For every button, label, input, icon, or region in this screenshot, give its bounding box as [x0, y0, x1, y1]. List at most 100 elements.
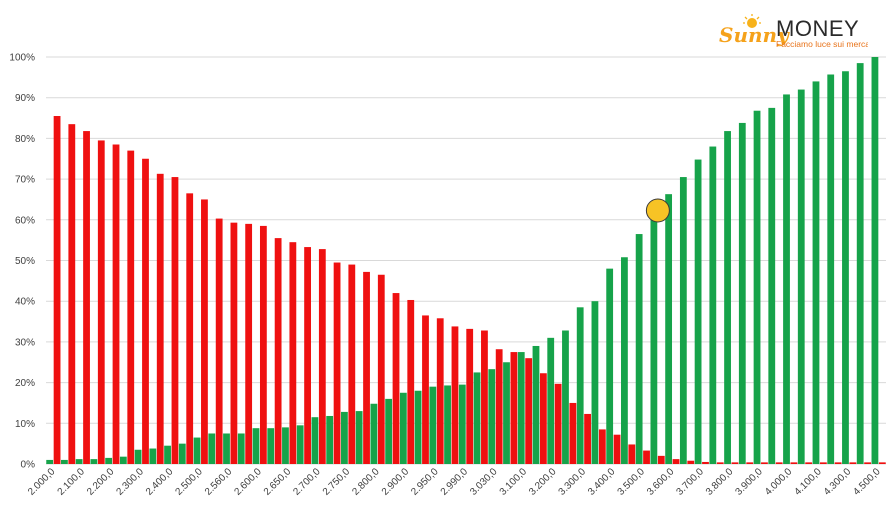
green-bar: [709, 146, 717, 465]
red-bar: [318, 249, 326, 464]
x-tick-label: 2.950,0: [409, 466, 441, 498]
x-axis-ticks: 2.000,02.100,02.200,02.300,02.400,02.500…: [26, 466, 883, 498]
x-tick-label: 2.300,0: [115, 466, 147, 498]
y-tick-label: 50%: [15, 256, 35, 267]
red-bar: [83, 131, 90, 464]
x-tick-label: 4.300,0: [822, 466, 854, 498]
x-tick-label: 2.560,0: [203, 466, 235, 498]
x-tick-label: 2.600,0: [232, 466, 264, 498]
red-bar: [687, 460, 695, 464]
red-bar: [407, 299, 415, 464]
red-bar: [819, 462, 827, 464]
x-tick-label: 3.700,0: [675, 466, 707, 498]
green-bar: [444, 385, 451, 464]
green-bar: [75, 459, 83, 464]
bars: [46, 57, 886, 465]
red-bar: [289, 242, 297, 464]
red-bar: [377, 274, 385, 464]
red-bar: [716, 462, 724, 464]
sunny-money-logo: Sunny MONEY Facciamo luce sui mercati: [719, 14, 868, 49]
green-bar: [355, 411, 363, 464]
red-bar: [834, 462, 842, 464]
logo-sunny-text: Sunny: [719, 23, 790, 47]
red-bar: [201, 199, 208, 464]
red-bar: [422, 315, 429, 464]
green-bar: [679, 177, 687, 464]
green-bar: [827, 74, 835, 464]
x-tick-label: 4.000,0: [763, 466, 795, 498]
y-tick-label: 20%: [15, 378, 35, 389]
green-bar: [576, 307, 584, 464]
red-bar: [142, 158, 149, 464]
y-tick-label: 90%: [15, 93, 35, 104]
green-bar: [856, 63, 864, 465]
green-bar: [562, 330, 569, 464]
x-tick-label: 3.600,0: [645, 466, 677, 498]
y-tick-label: 80%: [15, 134, 35, 145]
green-bar: [635, 234, 643, 464]
y-tick-label: 30%: [15, 337, 35, 348]
green-bar: [768, 107, 776, 465]
green-bar: [178, 443, 186, 464]
green-bar: [488, 369, 496, 464]
y-tick-label: 40%: [15, 297, 35, 308]
red-bar: [554, 383, 562, 464]
green-bar: [606, 268, 614, 464]
green-bar: [385, 398, 393, 464]
green-bar: [871, 57, 879, 464]
x-tick-label: 2.750,0: [321, 466, 353, 498]
x-tick-label: 3.030,0: [468, 466, 500, 498]
red-bar: [274, 238, 282, 464]
red-bar: [156, 173, 164, 464]
green-bar: [134, 449, 142, 464]
green-bar: [783, 94, 790, 464]
green-bar: [46, 459, 54, 464]
x-tick-label: 3.200,0: [527, 466, 559, 498]
red-bar: [878, 462, 886, 464]
red-bar: [598, 429, 606, 464]
green-bar: [149, 448, 157, 464]
y-axis-ticks: 0% 10% 20% 30% 40% 50% 60% 70% 80% 90% 100%: [9, 53, 35, 471]
green-bar: [341, 411, 348, 464]
green-bar: [326, 415, 334, 464]
green-bar: [105, 457, 113, 464]
red-bar: [245, 223, 253, 464]
x-tick-label: 2.990,0: [439, 466, 471, 498]
green-bar: [797, 89, 805, 464]
green-bar: [267, 428, 275, 464]
red-bar: [628, 444, 636, 464]
red-bar: [112, 144, 120, 464]
green-bar: [473, 372, 481, 464]
x-tick-label: 2.900,0: [380, 466, 412, 498]
red-bar: [775, 462, 783, 464]
green-bar: [532, 345, 540, 464]
green-bar: [753, 110, 761, 464]
green-bar: [399, 392, 407, 464]
red-bar: [466, 328, 474, 464]
green-bar: [694, 159, 702, 464]
red-bar: [53, 116, 61, 464]
red-bar: [127, 150, 135, 465]
green-bar: [621, 257, 628, 464]
green-bar: [164, 445, 171, 464]
y-tick-label: 70%: [15, 175, 35, 186]
red-bar: [731, 462, 739, 464]
green-bar: [650, 215, 658, 464]
green-bar: [311, 417, 319, 464]
green-bar: [90, 459, 98, 464]
x-tick-label: 2.000,0: [26, 466, 58, 498]
green-bar: [458, 384, 466, 464]
green-bar: [738, 122, 746, 465]
red-bar: [495, 349, 503, 464]
logo-money-text: MONEY: [776, 16, 859, 41]
red-bar: [790, 462, 798, 464]
marker-layer: [645, 198, 670, 223]
green-bar: [503, 362, 510, 464]
green-bar: [842, 71, 849, 464]
green-bar: [517, 352, 525, 464]
red-bar: [97, 140, 105, 464]
green-bar: [812, 81, 820, 465]
green-bar: [237, 433, 245, 464]
green-bar: [208, 433, 216, 464]
